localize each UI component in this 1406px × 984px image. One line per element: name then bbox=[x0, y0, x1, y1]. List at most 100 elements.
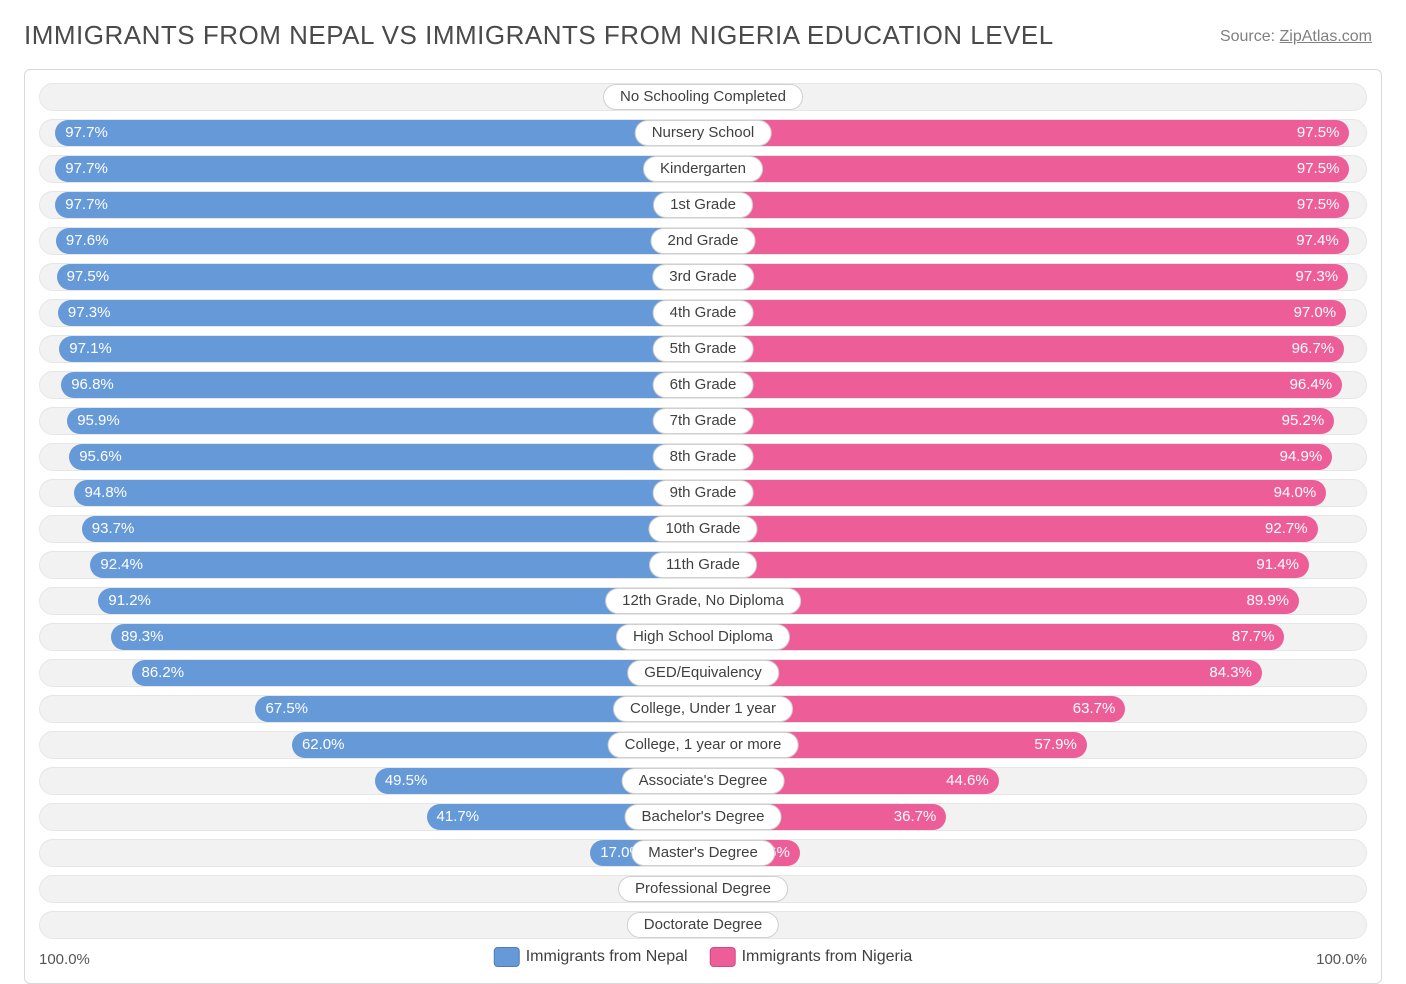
legend-swatch-left bbox=[494, 947, 520, 967]
page-title: IMMIGRANTS FROM NEPAL VS IMMIGRANTS FROM… bbox=[24, 20, 1382, 51]
value-right: 89.9% bbox=[1246, 588, 1289, 614]
value-left: 97.7% bbox=[65, 192, 108, 218]
category-pill: 2nd Grade bbox=[651, 228, 756, 254]
bar-left: 97.6% bbox=[56, 228, 703, 254]
chart-row: 95.9% 95.2% 7th Grade bbox=[39, 407, 1367, 435]
value-right: 87.7% bbox=[1232, 624, 1275, 650]
diverging-chart: 2.3%2.5%No Schooling Completed97.7%97.5%… bbox=[24, 69, 1382, 984]
value-left: 67.5% bbox=[265, 696, 308, 722]
source-attribution: Source: ZipAtlas.com bbox=[1220, 28, 1372, 46]
chart-rows: 2.3%2.5%No Schooling Completed97.7%97.5%… bbox=[39, 83, 1367, 939]
bar-right: 87.7% bbox=[703, 624, 1284, 650]
bar-left: 89.3% bbox=[111, 624, 703, 650]
chart-row: 49.5%44.6%Associate's Degree bbox=[39, 767, 1367, 795]
category-pill: 8th Grade bbox=[653, 444, 754, 470]
category-pill: 4th Grade bbox=[653, 300, 754, 326]
category-pill: Nursery School bbox=[635, 120, 772, 146]
category-pill: Bachelor's Degree bbox=[625, 804, 782, 830]
bar-left: 97.5% bbox=[57, 264, 703, 290]
chart-row: 97.6%97.4%2nd Grade bbox=[39, 227, 1367, 255]
bar-left: 97.7% bbox=[55, 156, 703, 182]
legend-label-right: Immigrants from Nigeria bbox=[742, 948, 913, 966]
value-left: 93.7% bbox=[92, 516, 135, 542]
bar-left: 86.2% bbox=[132, 660, 704, 686]
bar-left: 97.7% bbox=[55, 120, 703, 146]
bar-right: 97.0% bbox=[703, 300, 1346, 326]
value-left: 96.8% bbox=[71, 372, 114, 398]
value-right: 92.7% bbox=[1265, 516, 1308, 542]
chart-row: 97.7%97.5%1st Grade bbox=[39, 191, 1367, 219]
chart-row: 97.1% 96.7% 5th Grade bbox=[39, 335, 1367, 363]
value-left: 91.2% bbox=[108, 588, 151, 614]
source-prefix: Source: bbox=[1220, 28, 1280, 45]
category-pill: Doctorate Degree bbox=[627, 912, 779, 938]
legend-item-left: Immigrants from Nepal bbox=[494, 947, 688, 967]
bar-right: 94.9% bbox=[703, 444, 1332, 470]
category-pill: College, 1 year or more bbox=[608, 732, 799, 758]
category-pill: Professional Degree bbox=[618, 876, 788, 902]
bar-left: 92.4% bbox=[90, 552, 703, 578]
bar-right: 96.7% bbox=[703, 336, 1344, 362]
value-left: 86.2% bbox=[142, 660, 185, 686]
value-left: 95.9% bbox=[77, 408, 120, 434]
chart-row: 4.8%4.1%Professional Degree bbox=[39, 875, 1367, 903]
bar-left: 95.6% bbox=[69, 444, 703, 470]
value-left: 89.3% bbox=[121, 624, 164, 650]
value-right: 97.5% bbox=[1297, 156, 1340, 182]
chart-row: 97.5% 97.3%3rd Grade bbox=[39, 263, 1367, 291]
legend-items: Immigrants from Nepal Immigrants from Ni… bbox=[494, 947, 913, 967]
value-right: 97.0% bbox=[1294, 300, 1337, 326]
value-left: 95.6% bbox=[79, 444, 122, 470]
chart-row: 97.3% 97.0% 4th Grade bbox=[39, 299, 1367, 327]
value-left: 97.3% bbox=[68, 300, 111, 326]
bar-right: 84.3% bbox=[703, 660, 1262, 686]
chart-row: 97.7%97.5%Nursery School bbox=[39, 119, 1367, 147]
chart-row: 67.5% 63.7% College, Under 1 year bbox=[39, 695, 1367, 723]
bar-right: 97.4% bbox=[703, 228, 1349, 254]
chart-row: 92.4%91.4%11th Grade bbox=[39, 551, 1367, 579]
category-pill: 9th Grade bbox=[653, 480, 754, 506]
category-pill: Kindergarten bbox=[643, 156, 763, 182]
category-pill: 5th Grade bbox=[653, 336, 754, 362]
value-right: 94.0% bbox=[1274, 480, 1317, 506]
category-pill: 11th Grade bbox=[649, 552, 757, 578]
category-pill: High School Diploma bbox=[616, 624, 790, 650]
value-left: 94.8% bbox=[84, 480, 127, 506]
chart-row: 94.8% 94.0% 9th Grade bbox=[39, 479, 1367, 507]
chart-row: 41.7%36.7%Bachelor's Degree bbox=[39, 803, 1367, 831]
value-right: 95.2% bbox=[1282, 408, 1325, 434]
bar-right: 96.4% bbox=[703, 372, 1342, 398]
value-left: 41.7% bbox=[437, 804, 480, 830]
category-pill: College, Under 1 year bbox=[613, 696, 793, 722]
chart-row: 96.8% 96.4%6th Grade bbox=[39, 371, 1367, 399]
bar-right: 97.5% bbox=[703, 156, 1349, 182]
chart-row: 89.3% 87.7% High School Diploma bbox=[39, 623, 1367, 651]
value-left: 92.4% bbox=[100, 552, 143, 578]
chart-row: 2.3%2.5%No Schooling Completed bbox=[39, 83, 1367, 111]
value-right: 63.7% bbox=[1073, 696, 1116, 722]
value-right: 84.3% bbox=[1209, 660, 1252, 686]
source-link[interactable]: ZipAtlas.com bbox=[1280, 28, 1372, 45]
category-pill: 7th Grade bbox=[653, 408, 754, 434]
axis-left-label: 100.0% bbox=[39, 951, 90, 968]
category-pill: 1st Grade bbox=[653, 192, 753, 218]
legend-item-right: Immigrants from Nigeria bbox=[710, 947, 913, 967]
bar-right: 97.3% bbox=[703, 264, 1348, 290]
bar-left: 97.7% bbox=[55, 192, 703, 218]
bar-right: 92.7% bbox=[703, 516, 1318, 542]
chart-row: 93.7% 92.7% 10th Grade bbox=[39, 515, 1367, 543]
value-left: 97.5% bbox=[67, 264, 110, 290]
category-pill: 6th Grade bbox=[653, 372, 754, 398]
category-pill: No Schooling Completed bbox=[603, 84, 803, 110]
chart-row: 91.2% 89.9% 12th Grade, No Diploma bbox=[39, 587, 1367, 615]
bar-left: 97.1% bbox=[59, 336, 703, 362]
category-pill: 10th Grade bbox=[648, 516, 757, 542]
bar-left: 97.3% bbox=[58, 300, 703, 326]
legend-swatch-right bbox=[710, 947, 736, 967]
value-right: 96.7% bbox=[1292, 336, 1335, 362]
value-left: 97.1% bbox=[69, 336, 112, 362]
bar-right: 97.5% bbox=[703, 120, 1349, 146]
category-pill: 3rd Grade bbox=[652, 264, 754, 290]
category-pill: Associate's Degree bbox=[622, 768, 785, 794]
category-pill: 12th Grade, No Diploma bbox=[605, 588, 801, 614]
